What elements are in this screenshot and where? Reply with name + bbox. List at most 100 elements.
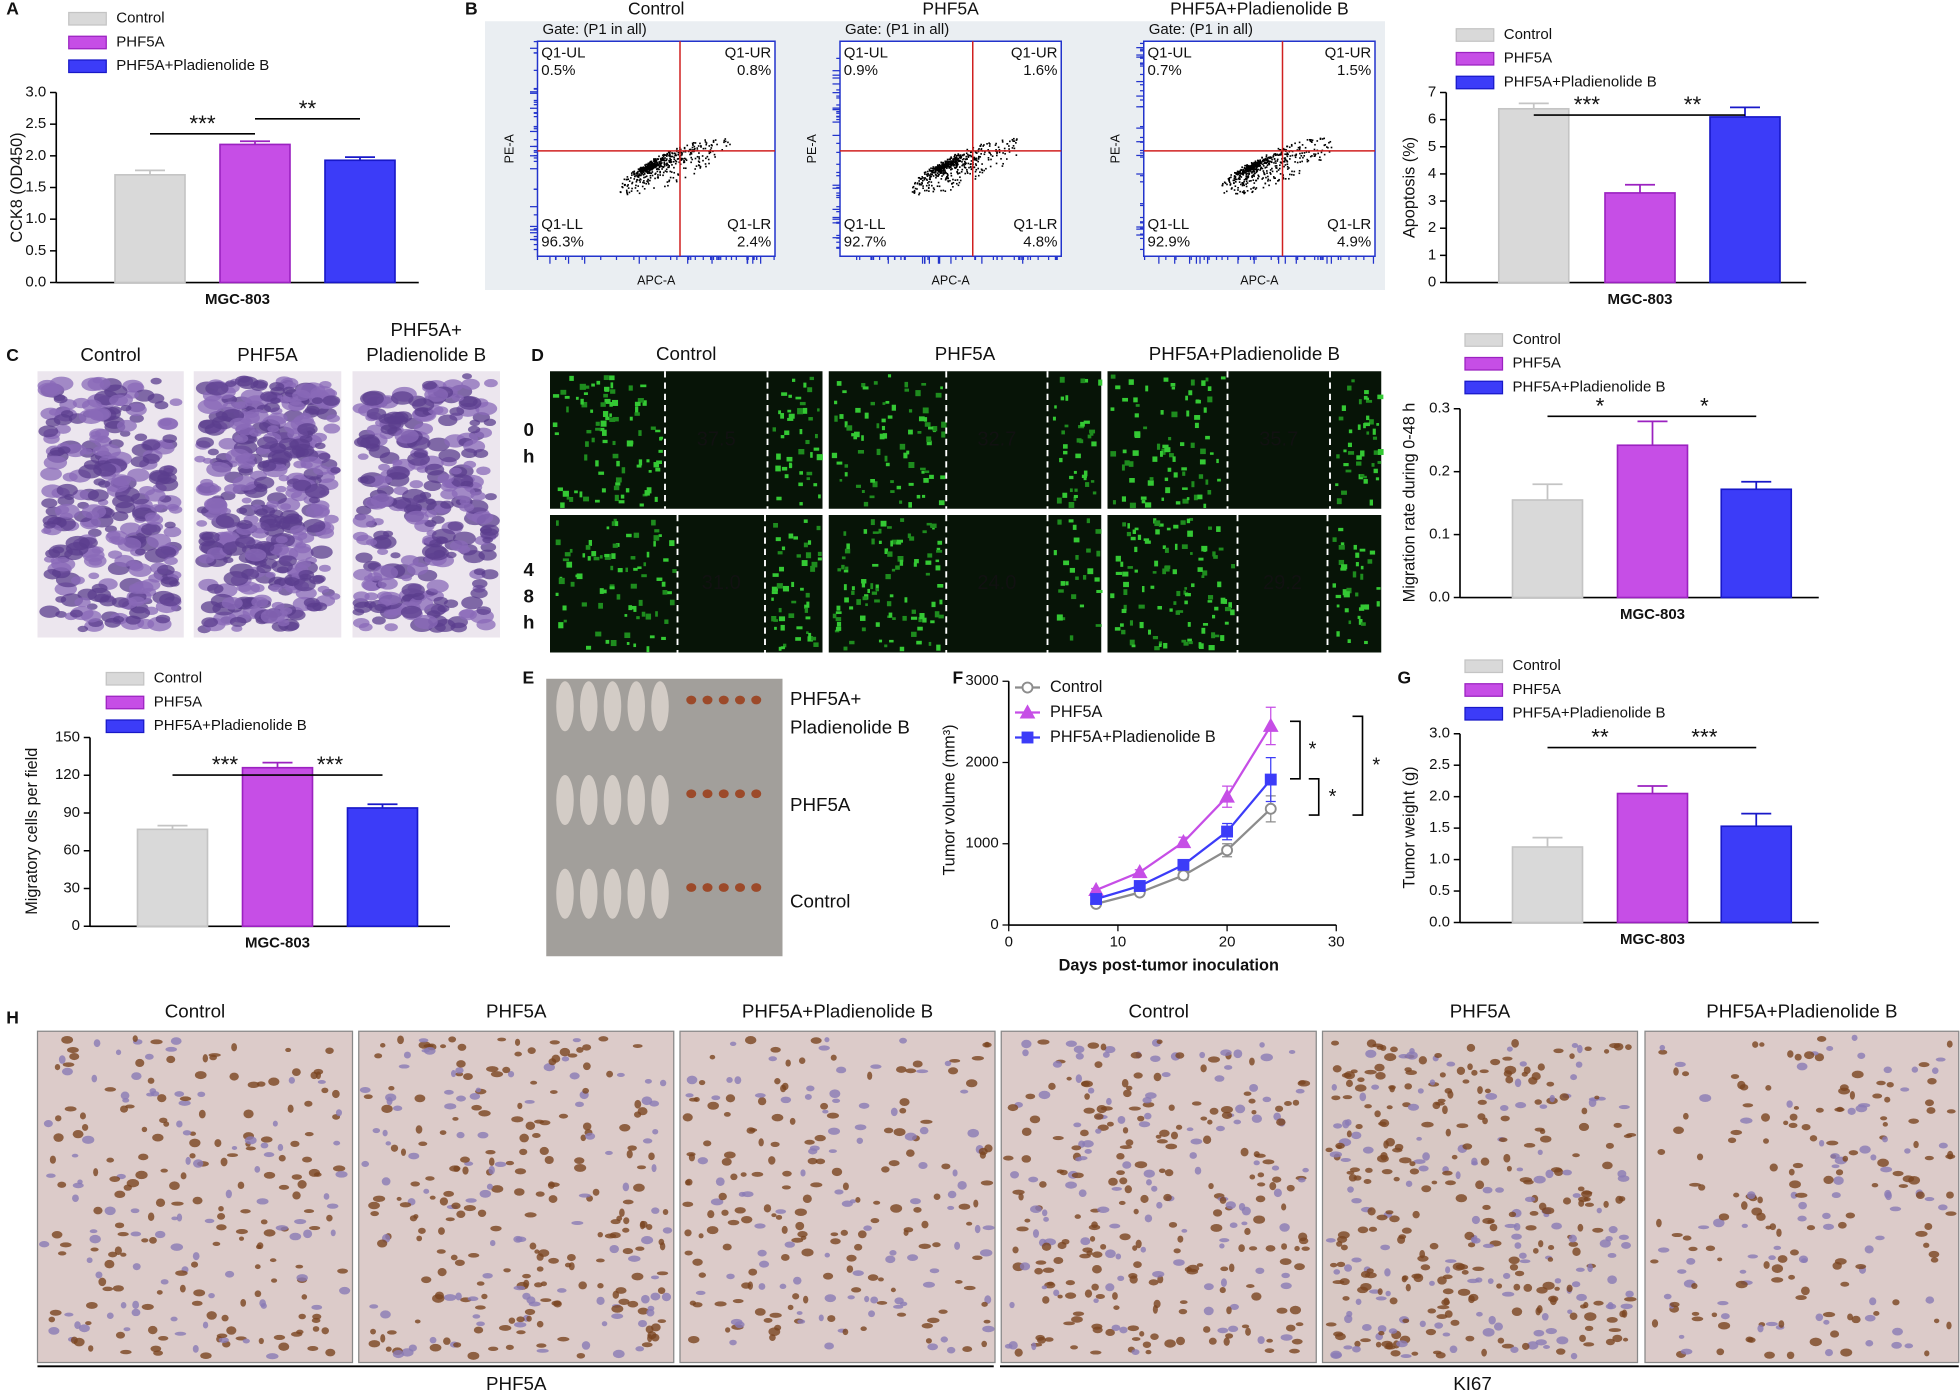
flow-dot (995, 144, 997, 146)
nucleus (209, 1055, 217, 1061)
cell (923, 478, 928, 483)
cell (1199, 642, 1202, 648)
flow-dot (1284, 153, 1286, 155)
bar (1605, 193, 1675, 283)
cell (1133, 450, 1139, 456)
cell (800, 429, 803, 434)
nucleus (418, 1142, 427, 1146)
cell (892, 617, 896, 620)
cell (582, 602, 587, 606)
nucleus (131, 1231, 142, 1236)
nucleus (430, 1344, 442, 1352)
nucleus (176, 1121, 182, 1128)
cell (1360, 574, 1363, 580)
cell (1191, 379, 1195, 385)
nucleus (534, 1120, 544, 1124)
nucleus (121, 1302, 127, 1308)
image-title: PHF5A+ (391, 319, 462, 340)
nucleus (443, 1191, 454, 1197)
flow-dot (934, 168, 936, 170)
cell (1073, 525, 1077, 530)
cell (260, 391, 277, 401)
nucleus (460, 1157, 470, 1163)
cell (312, 575, 325, 583)
nucleus (514, 1052, 522, 1057)
cell (1164, 447, 1170, 452)
flow-dot (677, 154, 679, 156)
cell (1370, 551, 1375, 555)
nucleus (549, 1195, 558, 1203)
marker (1266, 775, 1276, 785)
flow-dot (1251, 175, 1253, 177)
cell (611, 640, 617, 646)
tumor (751, 789, 761, 798)
cell (1142, 586, 1145, 592)
nucleus (87, 1257, 93, 1263)
flow-dot (975, 169, 977, 171)
flow-dot (937, 165, 939, 167)
cell (1173, 525, 1178, 529)
flow-dot (912, 187, 914, 189)
cell (203, 458, 213, 464)
mouse (580, 869, 598, 919)
flow-dot (703, 148, 705, 150)
cell (256, 508, 268, 515)
cell (797, 408, 803, 414)
cell (776, 454, 781, 460)
flow-dot (931, 171, 933, 173)
cell (1366, 400, 1372, 403)
cell (1201, 546, 1207, 552)
cell (1336, 454, 1339, 458)
flow-dot (649, 180, 651, 182)
nucleus (386, 1346, 392, 1351)
flow-dot (1292, 155, 1294, 157)
wound-image (829, 371, 1102, 509)
cell (1122, 522, 1126, 526)
cell (206, 462, 231, 477)
flow-dot (666, 168, 668, 170)
nucleus (107, 1313, 114, 1319)
nucleus (658, 1319, 666, 1323)
image-title: Control (80, 344, 140, 365)
flow-dot (666, 165, 668, 167)
flow-dot (957, 169, 959, 171)
flow-dot (626, 190, 628, 192)
flow-dot (1285, 159, 1287, 161)
cell (88, 489, 109, 502)
flow-dot (1276, 153, 1278, 155)
flow-dot (988, 159, 990, 161)
cell (846, 425, 852, 430)
flow-dot (1291, 144, 1293, 146)
flow-dot (1273, 162, 1275, 164)
flow-dot (1323, 138, 1325, 140)
cell (1184, 587, 1187, 590)
cell (1057, 519, 1061, 524)
cell (627, 440, 633, 446)
flow-dot (1299, 147, 1301, 149)
flow-dot (1234, 172, 1236, 174)
significance-label: *** (1691, 725, 1718, 750)
cell (871, 402, 875, 405)
cell (818, 557, 822, 560)
cell (1110, 593, 1114, 598)
flow-dot (1279, 168, 1281, 170)
flow-dot (657, 174, 659, 176)
tumor (703, 789, 713, 798)
cell (797, 554, 801, 557)
nucleus (440, 1044, 446, 1048)
cell (457, 545, 470, 553)
flow-dot (957, 158, 959, 160)
cell (813, 642, 818, 647)
cell (1359, 399, 1362, 404)
cell (882, 426, 885, 430)
nucleus (261, 1143, 269, 1149)
cell (1358, 616, 1361, 619)
flow-dot (692, 144, 694, 146)
flow-dot (1327, 147, 1329, 149)
flow-dot (946, 167, 948, 169)
cell (1122, 609, 1127, 613)
flow-dot (966, 169, 968, 171)
cell (643, 562, 646, 566)
cell (402, 583, 425, 597)
cell (837, 568, 841, 571)
